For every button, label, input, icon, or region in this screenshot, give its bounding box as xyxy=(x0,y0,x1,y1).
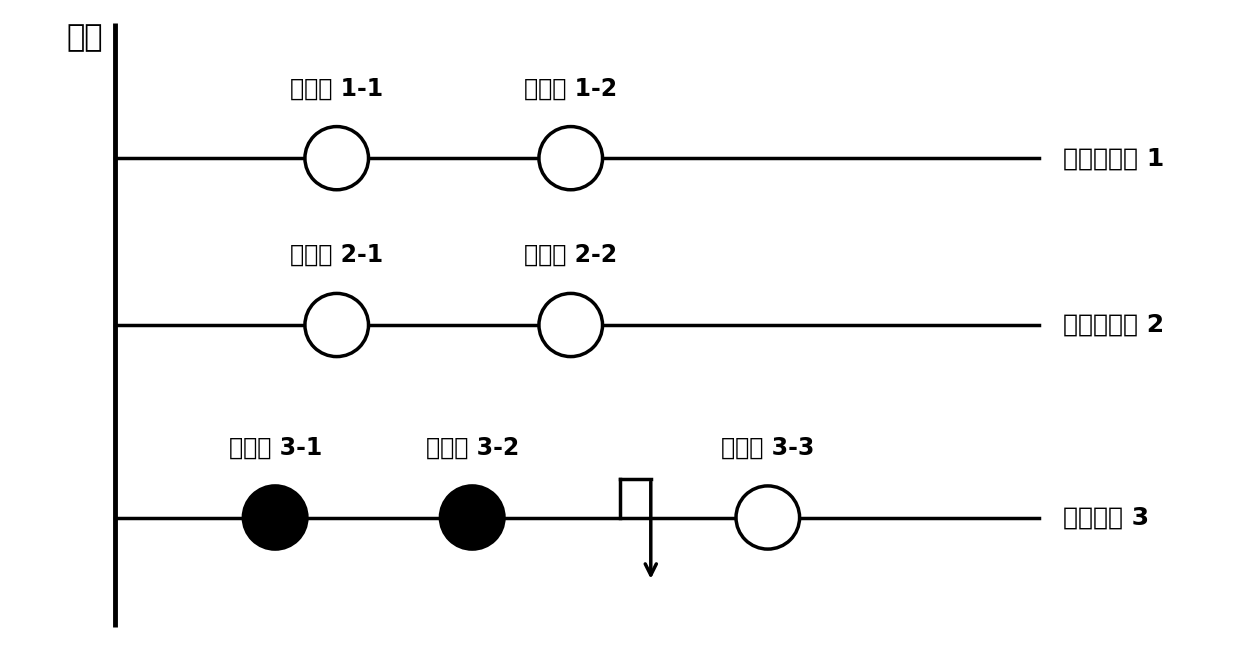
Text: 监测点 1-2: 监测点 1-2 xyxy=(525,77,618,100)
Text: 监测点 3-2: 监测点 3-2 xyxy=(425,436,518,460)
Ellipse shape xyxy=(440,486,503,549)
Text: 监测点 3-1: 监测点 3-1 xyxy=(228,436,321,460)
Text: 监测点 2-1: 监测点 2-1 xyxy=(290,243,383,267)
Ellipse shape xyxy=(539,127,603,190)
Text: 监测点 1-1: 监测点 1-1 xyxy=(290,77,383,100)
Ellipse shape xyxy=(737,486,800,549)
Ellipse shape xyxy=(305,127,368,190)
Text: 监测点 3-3: 监测点 3-3 xyxy=(722,436,815,460)
Ellipse shape xyxy=(305,293,368,357)
Text: 母线: 母线 xyxy=(66,23,103,53)
Ellipse shape xyxy=(243,486,308,549)
Text: 故障线路 3: 故障线路 3 xyxy=(1064,506,1149,530)
Text: 非故障线路 1: 非故障线路 1 xyxy=(1064,146,1164,170)
Ellipse shape xyxy=(539,293,603,357)
Text: 非故障线路 2: 非故障线路 2 xyxy=(1064,313,1164,337)
Text: 监测点 2-2: 监测点 2-2 xyxy=(525,243,618,267)
